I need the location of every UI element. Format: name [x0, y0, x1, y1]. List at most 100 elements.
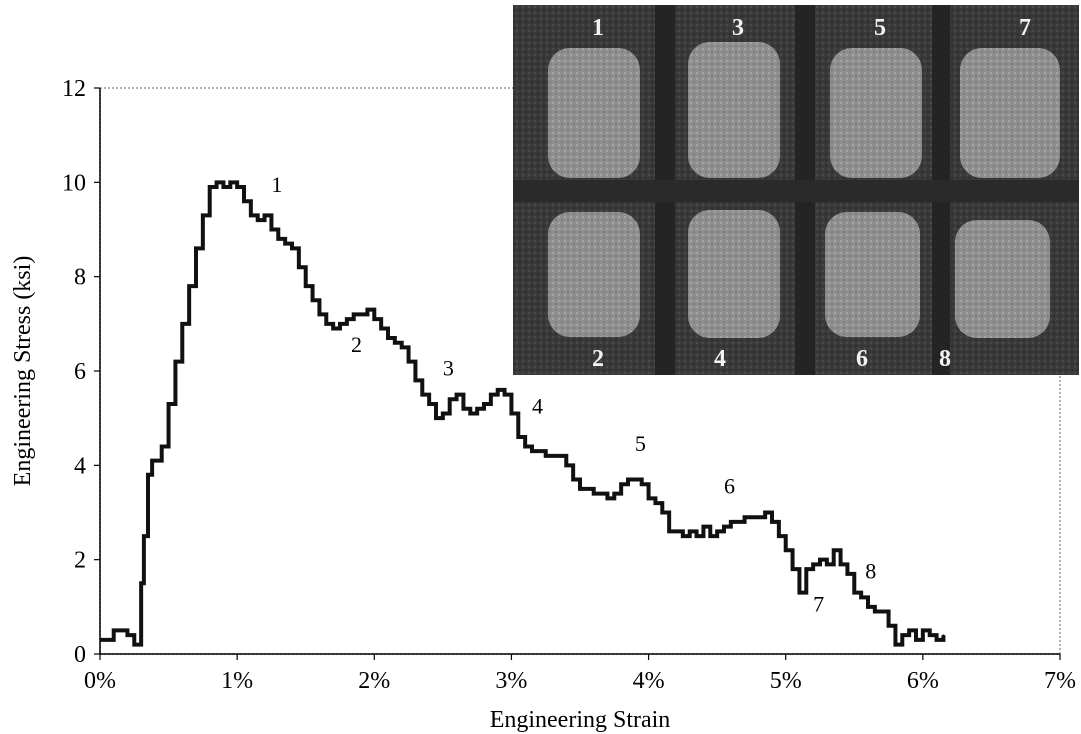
series-point — [832, 549, 835, 552]
series-point — [151, 459, 153, 462]
series-point — [942, 634, 945, 636]
series-point — [143, 535, 145, 537]
series-point — [332, 327, 334, 330]
series-point — [572, 478, 574, 481]
series-point — [469, 412, 472, 415]
point-annotation-label: 5 — [635, 431, 646, 456]
inset-bottom-label: 8 — [939, 346, 951, 372]
x-tick-label: 7% — [1044, 668, 1076, 694]
series-point — [99, 639, 101, 641]
series-point — [586, 488, 588, 490]
y-axis-title: Engineering Stress (ksi) — [10, 256, 36, 487]
series-point — [400, 346, 403, 349]
series-point — [174, 360, 177, 363]
series-point — [126, 634, 129, 636]
x-tick-label: 1% — [221, 668, 253, 694]
x-tick-label: 4% — [633, 668, 665, 694]
series-point — [195, 247, 197, 250]
inset-bottom-label: 2 — [592, 346, 604, 372]
series-point — [928, 634, 931, 636]
series-point — [647, 497, 650, 500]
series-point — [352, 313, 355, 316]
series-point — [846, 573, 849, 575]
series-point — [380, 327, 382, 330]
series-point — [798, 591, 801, 594]
series-point — [538, 450, 540, 452]
series-point — [202, 214, 204, 217]
series-point — [256, 219, 259, 221]
series-point — [771, 521, 773, 523]
series-point — [215, 181, 218, 184]
series-point — [243, 200, 245, 202]
series-point — [839, 563, 842, 566]
point-annotation-label: 4 — [532, 393, 543, 418]
series-point — [387, 337, 389, 339]
point-annotation-label: 8 — [865, 559, 876, 584]
series-point — [805, 568, 808, 570]
series-point — [551, 455, 554, 457]
series-point — [154, 459, 156, 462]
y-tick-label: 0 — [74, 642, 86, 668]
y-tick-label: 10 — [62, 170, 86, 196]
series-point — [819, 558, 821, 561]
series-point — [764, 511, 766, 514]
series-point — [147, 473, 149, 476]
series-point — [695, 535, 698, 537]
series-point — [325, 323, 328, 325]
series-point — [133, 643, 136, 646]
series-point — [627, 478, 629, 481]
series-point — [935, 639, 938, 641]
series-point — [188, 285, 190, 287]
series-point — [592, 492, 595, 495]
point-annotation-label: 2 — [351, 332, 362, 357]
series-point — [263, 214, 266, 217]
series-point — [339, 323, 341, 325]
series-point — [579, 488, 581, 490]
series-point — [462, 407, 465, 410]
x-tick-label: 2% — [358, 668, 390, 694]
series-point — [483, 403, 485, 405]
series-point — [901, 634, 904, 636]
series-point — [270, 228, 273, 231]
series-point — [634, 478, 636, 481]
series-point — [359, 313, 362, 316]
series-point — [853, 591, 856, 594]
series-point — [490, 393, 492, 396]
series-point — [922, 629, 924, 632]
series-point — [606, 497, 609, 500]
series-point — [908, 629, 910, 632]
y-tick-label: 12 — [62, 76, 86, 102]
point-annotation-label: 3 — [443, 356, 454, 381]
series-point — [860, 596, 862, 599]
series-point — [688, 530, 691, 533]
series-point — [524, 445, 526, 448]
series-point — [448, 398, 451, 401]
x-tick-label: 0% — [84, 668, 116, 694]
y-tick-label: 6 — [74, 359, 86, 385]
series-point — [887, 624, 890, 627]
series-point — [874, 610, 876, 613]
series-point — [208, 186, 211, 188]
series-point — [565, 464, 568, 467]
annotations-layer: 1 2 3 4 5 6 7 8 — [271, 172, 876, 617]
series-point — [503, 393, 506, 396]
series-point — [311, 299, 314, 302]
series-point — [222, 186, 225, 188]
series-point — [517, 436, 520, 438]
series-point — [496, 389, 499, 391]
y-tick-label: 2 — [74, 548, 86, 574]
x-axis-title: Engineering Strain — [490, 707, 671, 733]
inset-top-label: 3 — [732, 15, 744, 41]
series-point — [743, 516, 746, 519]
series-point — [668, 530, 670, 533]
series-point — [736, 521, 739, 523]
series-point — [160, 445, 163, 448]
series-point — [544, 455, 547, 457]
series-point — [778, 535, 780, 537]
series-point — [510, 412, 513, 415]
inset-top-label: 1 — [592, 15, 604, 41]
series-point — [304, 285, 307, 287]
series-point — [730, 521, 732, 523]
